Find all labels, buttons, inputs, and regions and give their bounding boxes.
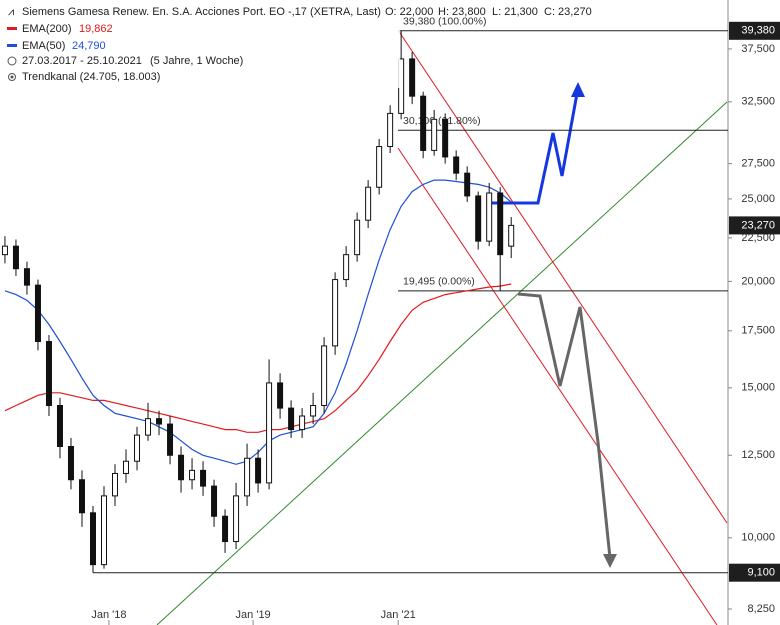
candle-body	[167, 423, 174, 456]
legend-bg	[0, 0, 400, 88]
y-tick-label: 37,500	[741, 43, 775, 55]
candle-body	[89, 512, 96, 566]
fib-label: 30,100 (61.80%)	[403, 115, 481, 127]
candle-body	[365, 186, 372, 221]
legend-icon: ⩘	[8, 6, 14, 18]
y-tick-label: 10,000	[741, 532, 775, 544]
candle-body	[343, 254, 350, 281]
candle-body	[34, 284, 41, 343]
candle-body	[464, 172, 471, 197]
arrow-head	[571, 82, 585, 97]
candle-body	[112, 472, 119, 497]
ohlc-low: L: 21,300	[492, 6, 538, 18]
candle-body	[178, 454, 185, 481]
candle-body	[1, 245, 8, 256]
legend-value: 19,862	[79, 23, 113, 35]
period-note: (5 Jahre, 1 Woche)	[150, 55, 243, 67]
candle-body	[420, 95, 427, 151]
candle-body	[376, 146, 383, 188]
scenario-down	[517, 292, 612, 559]
candle-body	[486, 192, 493, 242]
y-tick-label: 32,500	[741, 96, 775, 108]
price-box	[729, 216, 780, 235]
x-tick-label: Jan '19	[236, 609, 271, 621]
scenario-up	[490, 87, 580, 205]
ohlc-high: H: 23,800	[438, 6, 486, 18]
trend-icon	[8, 73, 16, 81]
ema-line	[4, 283, 512, 433]
clock-icon	[7, 56, 17, 66]
candle-body	[244, 457, 251, 497]
candle-body	[134, 434, 141, 462]
trend-line	[156, 101, 728, 625]
candle-body	[255, 457, 262, 484]
candle-body	[78, 479, 85, 514]
candle-body	[266, 382, 273, 484]
fib-label: 39,380 (100.00%)	[403, 16, 486, 28]
candle-body	[431, 118, 438, 151]
price-box	[729, 563, 780, 582]
ohlc-open: O: 22,000	[385, 6, 433, 18]
candle-body	[508, 224, 515, 247]
candle-body	[299, 415, 306, 431]
y-tick-label: 15,000	[741, 382, 775, 394]
candle-body	[56, 405, 63, 447]
y-tick-label: 12,500	[741, 449, 775, 461]
candle-body	[310, 405, 317, 417]
candle-body	[156, 418, 163, 425]
candle-body	[200, 469, 207, 487]
fib-label: 19,495 (0.00%)	[403, 276, 475, 288]
candle-body	[288, 407, 295, 431]
price-box-label: 39,380	[741, 25, 775, 37]
x-tick-label: Jan '18	[91, 609, 126, 621]
period: 27.03.2017 - 25.10.2021	[22, 55, 142, 67]
y-tick-label: 22,500	[741, 232, 775, 244]
ema-line	[4, 179, 512, 465]
candle-body	[332, 279, 339, 347]
channel-line	[397, 147, 718, 625]
candle-body	[145, 418, 152, 436]
y-tick-label: 8,250	[747, 603, 775, 615]
y-tick-label: 20,000	[741, 275, 775, 287]
y-tick-label: 25,000	[741, 193, 775, 205]
candle-body	[475, 195, 482, 242]
candle-body	[442, 118, 449, 158]
trend-icon	[10, 75, 14, 79]
candle-body	[23, 268, 30, 286]
candle-body	[211, 485, 218, 517]
arrow-head	[603, 554, 617, 568]
price-box	[729, 21, 780, 40]
candle-body	[387, 112, 394, 148]
channel-line	[397, 29, 728, 524]
candle-body	[67, 445, 74, 481]
candle-body	[123, 460, 130, 474]
candle-body	[222, 515, 229, 543]
legend-swatch	[7, 44, 17, 47]
legend-label: EMA(50)	[22, 40, 65, 52]
candle-body	[233, 495, 240, 543]
candle-body	[12, 245, 19, 270]
candle-body	[277, 382, 284, 409]
price-box-label: 23,270	[741, 219, 775, 231]
legend-value: 24,790	[72, 40, 106, 52]
candle-body	[101, 495, 107, 566]
candle-body	[409, 58, 416, 97]
candle-body	[45, 341, 52, 407]
candle-body	[321, 345, 328, 407]
y-tick-label: 27,500	[741, 158, 775, 170]
x-tick-label: Jan '21	[381, 609, 416, 621]
title: Siemens Gamesa Renew. En. S.A. Acciones …	[22, 6, 381, 18]
legend-swatch	[7, 27, 17, 30]
y-tick-label: 17,500	[741, 325, 775, 337]
candle-body	[497, 192, 504, 256]
legend-label: EMA(200)	[22, 23, 72, 35]
price-box-label: 9,100	[747, 567, 775, 579]
ohlc-close: C: 23,270	[544, 6, 592, 18]
candle-body	[453, 156, 460, 174]
trend-channel: Trendkanal (24.705, 18.003)	[22, 71, 160, 83]
candle-body	[189, 469, 196, 481]
candle-body	[354, 219, 361, 256]
